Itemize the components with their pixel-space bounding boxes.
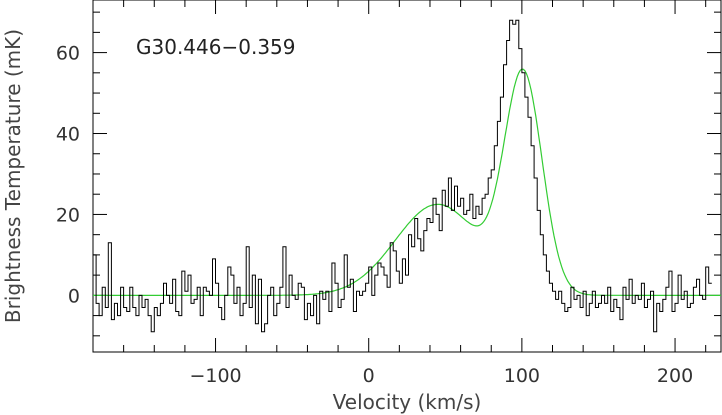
x-tick-label: −100 [189,365,241,387]
y-axis-label: Brightness Temperature (mK) [1,29,25,323]
gaussian-fit-line [93,68,721,296]
x-axis-label: Velocity (km/s) [333,390,482,414]
y-tick-label: 60 [56,43,80,65]
x-tick-label: 0 [363,365,375,387]
y-tick-label: 40 [56,124,80,146]
plot-frame [92,0,722,353]
x-tick-label: 200 [657,365,693,387]
x-tick-label: 100 [504,365,540,387]
ticks-layer [92,0,721,352]
y-tick-label: 20 [56,204,80,226]
spectrum-step-line [93,19,712,333]
source-name-label: G30.446−0.359 [136,35,296,59]
tick-labels-layer: −100 0 100 200 0 20 40 60 [56,43,693,387]
y-tick-label: 0 [68,285,80,307]
